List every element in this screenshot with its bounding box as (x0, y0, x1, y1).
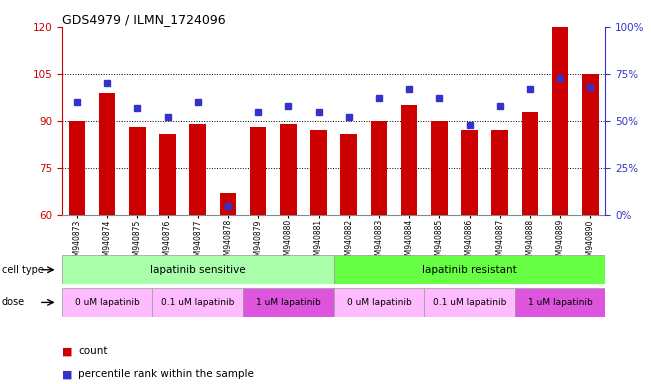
Bar (219, 193, 236, 215)
Text: GDS4979 / ILMN_1724096: GDS4979 / ILMN_1724096 (62, 13, 225, 26)
Bar (401, 105, 417, 215)
Text: ■: ■ (62, 369, 76, 379)
Text: lapatinib sensitive: lapatinib sensitive (150, 265, 245, 275)
Text: lapatinib resistant: lapatinib resistant (422, 265, 517, 275)
Bar (521, 112, 538, 215)
Bar (99, 93, 115, 215)
Text: dose: dose (2, 297, 25, 308)
Bar (159, 134, 176, 215)
Bar (552, 27, 568, 215)
Text: cell type: cell type (2, 265, 44, 275)
Bar (68, 121, 85, 215)
Bar (129, 127, 146, 215)
Bar (582, 74, 599, 215)
Bar (424, 288, 515, 317)
Text: count: count (78, 346, 107, 356)
Bar (515, 288, 605, 317)
Bar (62, 255, 334, 284)
Text: 0.1 uM lapatinib: 0.1 uM lapatinib (161, 298, 234, 307)
Bar (461, 131, 478, 215)
Text: 0.1 uM lapatinib: 0.1 uM lapatinib (433, 298, 506, 307)
Bar (280, 124, 297, 215)
Text: ■: ■ (62, 346, 76, 356)
Text: 0 uM lapatinib: 0 uM lapatinib (75, 298, 139, 307)
Bar (311, 131, 327, 215)
Bar (189, 124, 206, 215)
Bar (334, 288, 424, 317)
Text: percentile rank within the sample: percentile rank within the sample (78, 369, 254, 379)
Text: 1 uM lapatinib: 1 uM lapatinib (528, 298, 592, 307)
Bar (340, 134, 357, 215)
Bar (62, 288, 152, 317)
Bar (370, 121, 387, 215)
Bar (334, 255, 605, 284)
Text: 1 uM lapatinib: 1 uM lapatinib (256, 298, 321, 307)
Bar (250, 127, 266, 215)
Bar (152, 288, 243, 317)
Bar (431, 121, 448, 215)
Bar (492, 131, 508, 215)
Text: 0 uM lapatinib: 0 uM lapatinib (346, 298, 411, 307)
Bar (243, 288, 333, 317)
